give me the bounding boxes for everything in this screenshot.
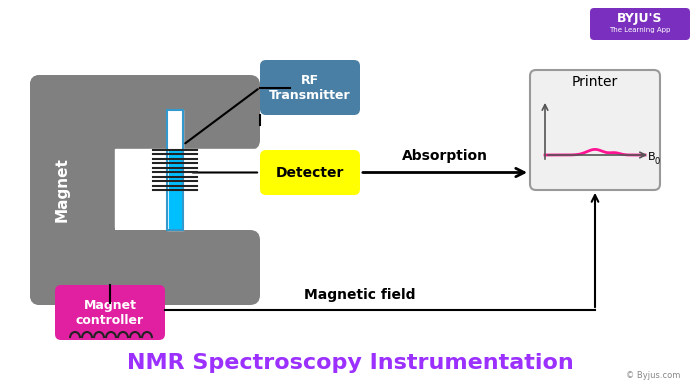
FancyBboxPatch shape bbox=[30, 75, 260, 150]
Bar bbox=[169, 150, 181, 228]
FancyBboxPatch shape bbox=[530, 70, 660, 190]
Text: 0: 0 bbox=[654, 157, 659, 166]
Text: BYJU'S: BYJU'S bbox=[617, 12, 663, 25]
FancyBboxPatch shape bbox=[590, 8, 690, 40]
Bar bbox=[167, 110, 183, 230]
FancyBboxPatch shape bbox=[55, 285, 165, 340]
Text: NMR Spectroscopy Instrumentation: NMR Spectroscopy Instrumentation bbox=[127, 353, 573, 373]
FancyBboxPatch shape bbox=[30, 230, 260, 305]
Text: Magnet
controller: Magnet controller bbox=[76, 298, 144, 326]
Text: Detecter: Detecter bbox=[276, 166, 344, 179]
Text: © Byjus.com: © Byjus.com bbox=[626, 371, 680, 380]
Text: The Learning App: The Learning App bbox=[609, 27, 671, 33]
Text: Absorption: Absorption bbox=[402, 149, 488, 162]
FancyBboxPatch shape bbox=[260, 150, 360, 195]
Bar bbox=[115, 149, 260, 227]
Text: B: B bbox=[648, 152, 656, 162]
Bar bbox=[167, 110, 183, 230]
Text: Printer: Printer bbox=[572, 75, 618, 89]
Text: RF
Transmitter: RF Transmitter bbox=[270, 74, 351, 102]
Text: Magnetic field: Magnetic field bbox=[304, 288, 416, 302]
FancyBboxPatch shape bbox=[260, 60, 360, 115]
FancyBboxPatch shape bbox=[30, 75, 115, 305]
Text: Magnet: Magnet bbox=[55, 157, 69, 223]
